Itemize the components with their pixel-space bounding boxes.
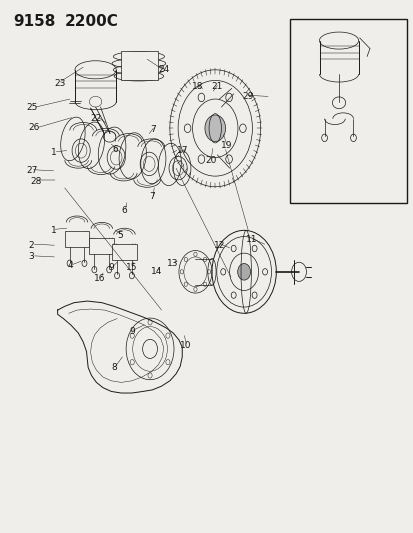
Text: 7: 7 — [149, 192, 155, 201]
Text: 23: 23 — [55, 78, 66, 87]
Bar — [89, 238, 114, 254]
Circle shape — [237, 263, 250, 280]
Text: 2: 2 — [29, 241, 34, 250]
Text: 29: 29 — [242, 92, 253, 101]
Text: 14: 14 — [151, 268, 162, 276]
Text: 15: 15 — [126, 263, 137, 272]
Text: 20: 20 — [205, 156, 216, 165]
Bar — [121, 51, 158, 80]
Text: 3: 3 — [28, 253, 34, 261]
Text: 13: 13 — [167, 259, 178, 268]
Text: 25: 25 — [26, 102, 37, 111]
Circle shape — [204, 115, 225, 142]
Text: 6: 6 — [121, 206, 127, 215]
Text: 27: 27 — [26, 166, 37, 175]
Text: 24: 24 — [158, 66, 169, 74]
Text: 2200C: 2200C — [64, 14, 118, 29]
Text: 28: 28 — [30, 177, 41, 186]
Text: 26: 26 — [28, 123, 39, 132]
Text: 6: 6 — [112, 145, 118, 154]
Text: 17: 17 — [177, 146, 188, 155]
Text: 9: 9 — [108, 263, 114, 272]
Text: 8: 8 — [111, 363, 117, 372]
Text: 10: 10 — [179, 341, 191, 350]
Text: 22: 22 — [90, 114, 101, 123]
Text: 18: 18 — [192, 82, 203, 91]
Bar — [112, 244, 137, 260]
Text: 11: 11 — [245, 236, 257, 245]
Text: 5: 5 — [117, 231, 123, 240]
Text: 19: 19 — [221, 141, 232, 150]
Text: 1: 1 — [50, 148, 56, 157]
Text: 21: 21 — [211, 82, 223, 91]
Text: 12: 12 — [213, 241, 225, 250]
Bar — [289, 19, 406, 203]
Text: 7: 7 — [150, 125, 156, 134]
Text: 9158: 9158 — [13, 14, 55, 29]
Text: 4: 4 — [68, 261, 74, 270]
Bar — [64, 231, 89, 247]
Text: 9: 9 — [129, 327, 135, 336]
Text: 1: 1 — [50, 226, 56, 235]
Text: 16: 16 — [94, 273, 105, 282]
